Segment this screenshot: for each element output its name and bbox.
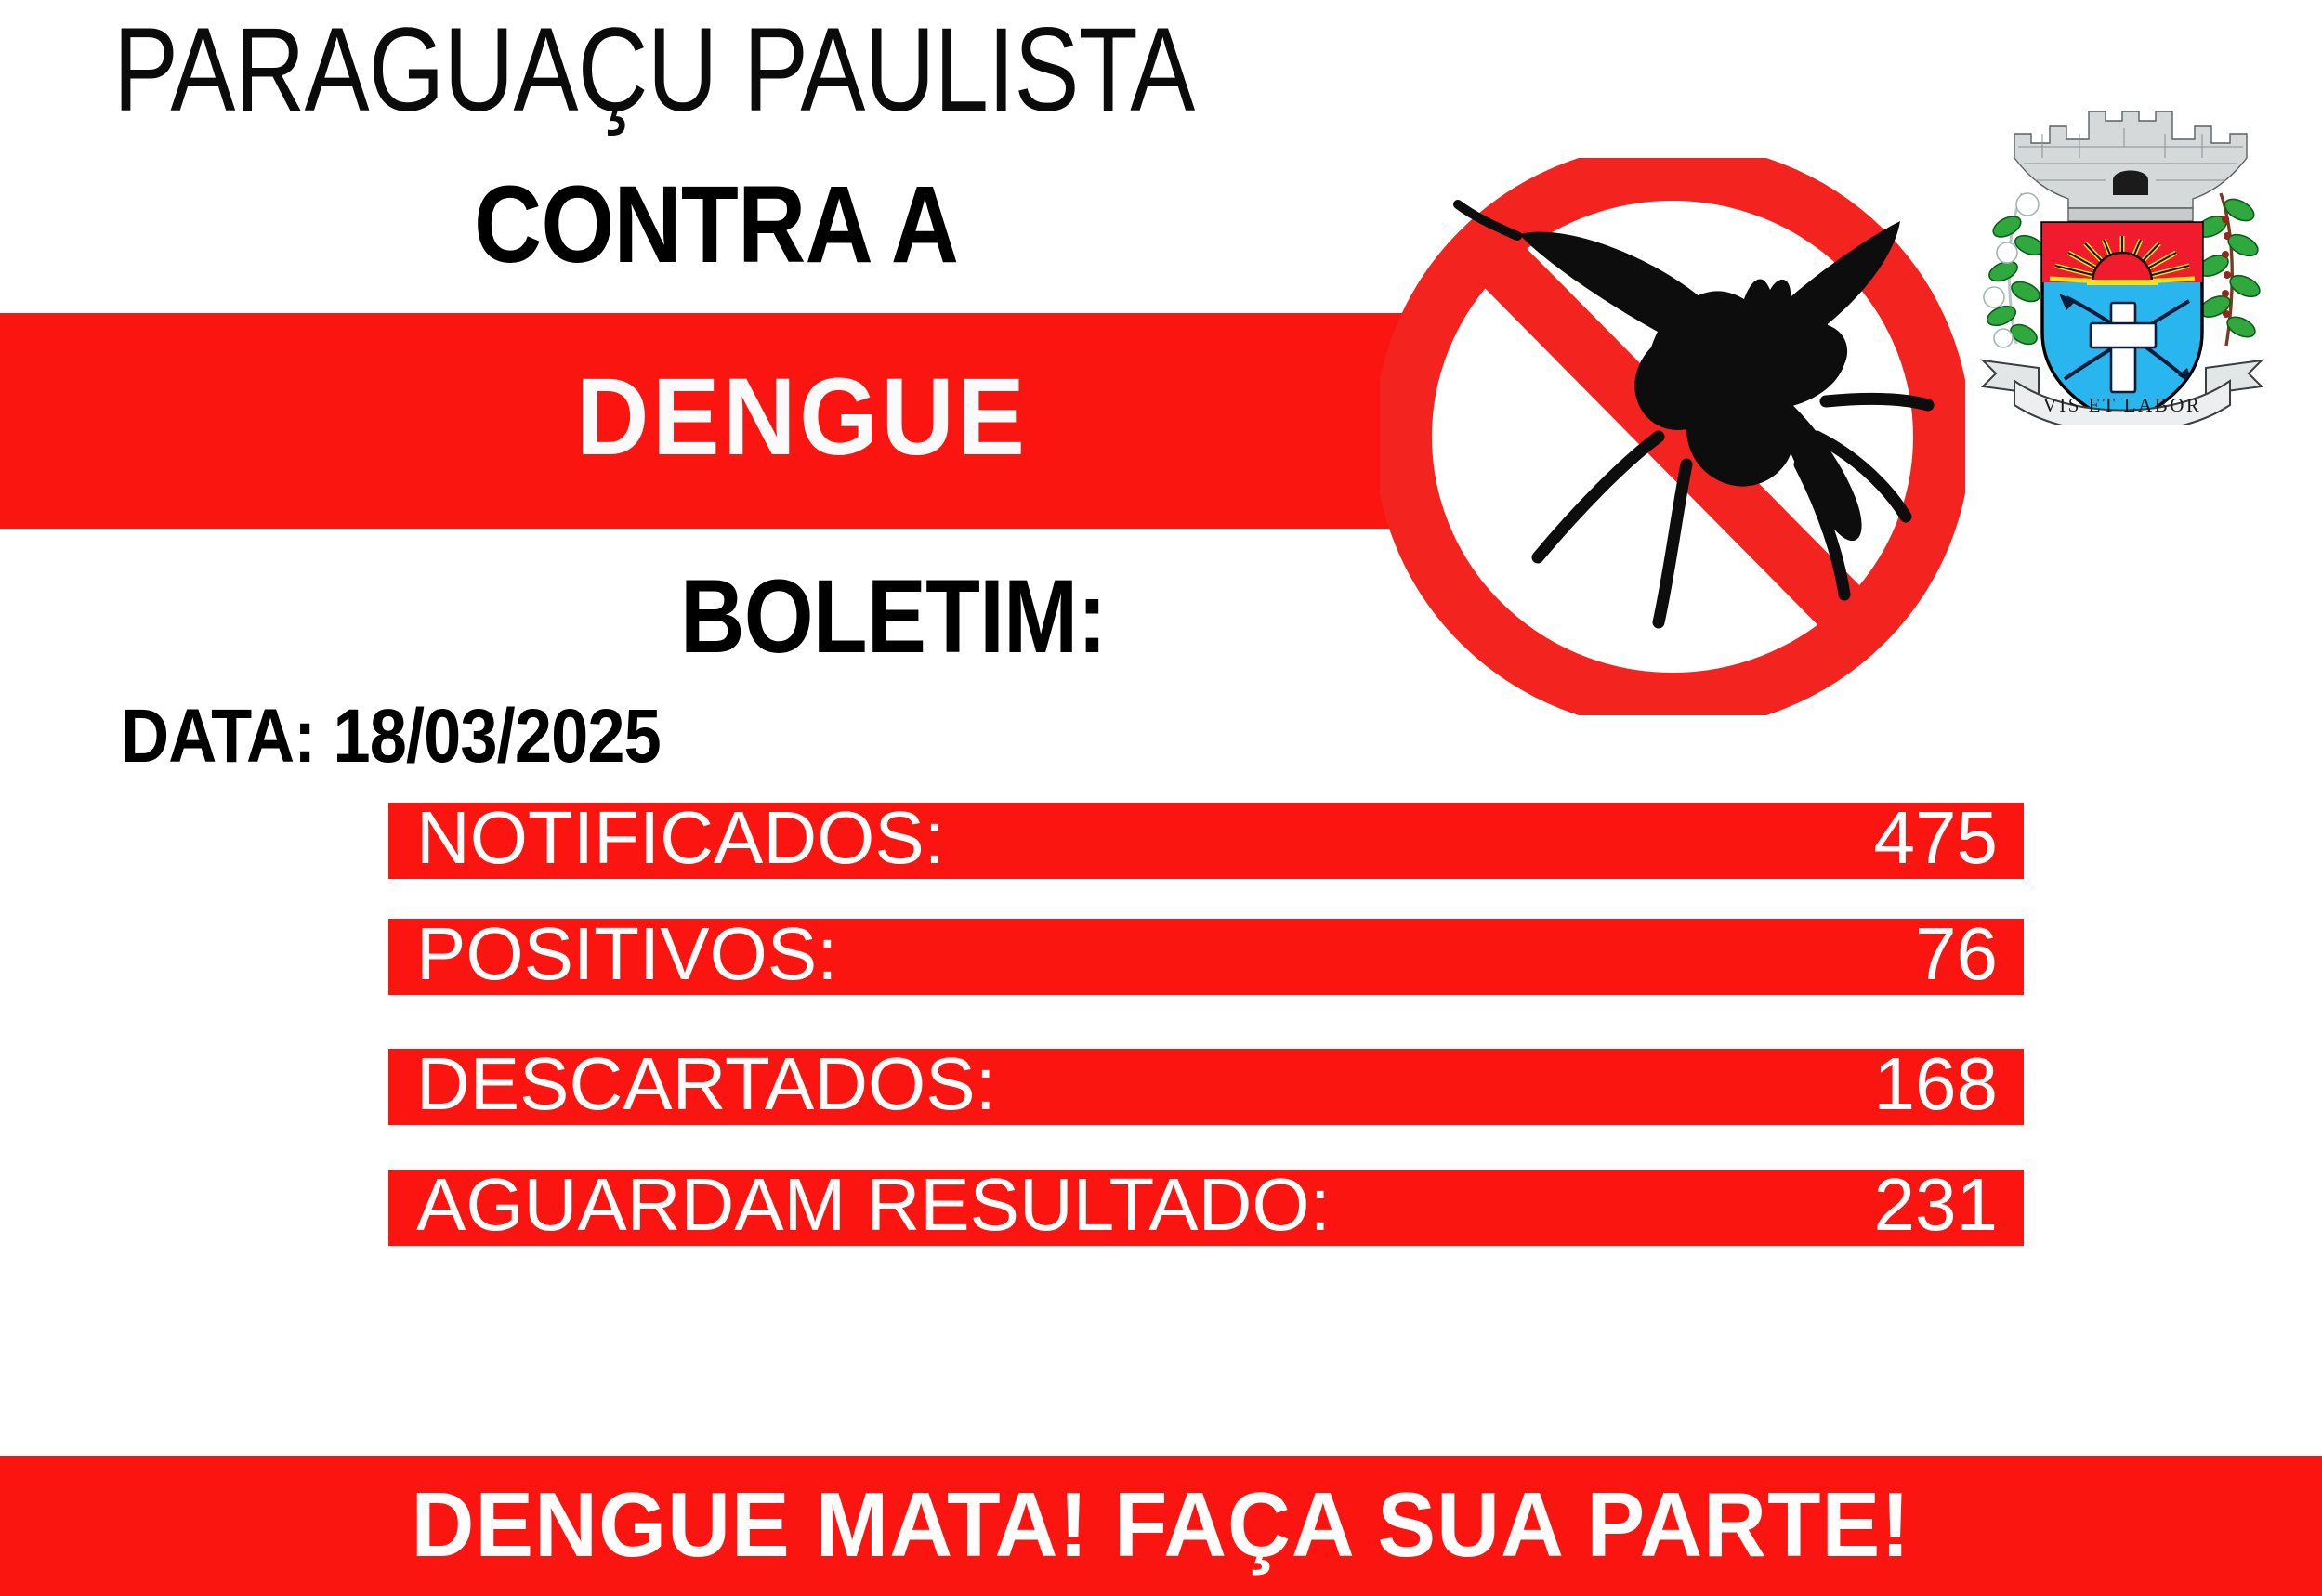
- coat-motto-text: VIS ET LABOR: [2043, 394, 2202, 416]
- dengue-red-banner: [0, 313, 1403, 529]
- stats-list: NOTIFICADOS: 475 POSITIVOS: 76 DESCARTAD…: [388, 796, 2024, 1246]
- footer-red-banner: [0, 1456, 2322, 1596]
- stat-row-descartados: DESCARTADOS: 168: [388, 1042, 2024, 1125]
- stat-label: DESCARTADOS:: [416, 1042, 996, 1125]
- stat-row-positivos: POSITIVOS: 76: [388, 912, 2024, 995]
- stat-value: 475: [1873, 796, 1998, 879]
- dengue-word: DENGUE: [576, 356, 1029, 478]
- footer-slogan: DENGUE MATA! FAÇA SUA PARTE!: [411, 1473, 1911, 1576]
- stat-value: 168: [1873, 1042, 1998, 1125]
- no-mosquito-icon: [1374, 143, 1971, 730]
- stat-row-notificados: NOTIFICADOS: 475: [388, 796, 2024, 879]
- subtitle-contra-a: CONTRA A: [474, 164, 959, 286]
- stat-label: NOTIFICADOS:: [416, 796, 945, 879]
- stat-label: AGUARDAM RESULTADO:: [416, 1163, 1331, 1246]
- page-title-city: PARAGUAÇU PAULISTA: [113, 4, 1195, 137]
- stat-value: 76: [1915, 912, 1998, 995]
- stat-value: 231: [1873, 1163, 1998, 1246]
- stat-row-aguardam-resultado: AGUARDAM RESULTADO: 231: [388, 1163, 2024, 1246]
- bulletin-date: DATA: 18/03/2025: [121, 694, 662, 778]
- bulletin-label: BOLETIM:: [680, 558, 1107, 674]
- stat-label: POSITIVOS:: [416, 912, 838, 995]
- coat-of-arms-icon: VIS ET LABOR: [1949, 54, 2295, 434]
